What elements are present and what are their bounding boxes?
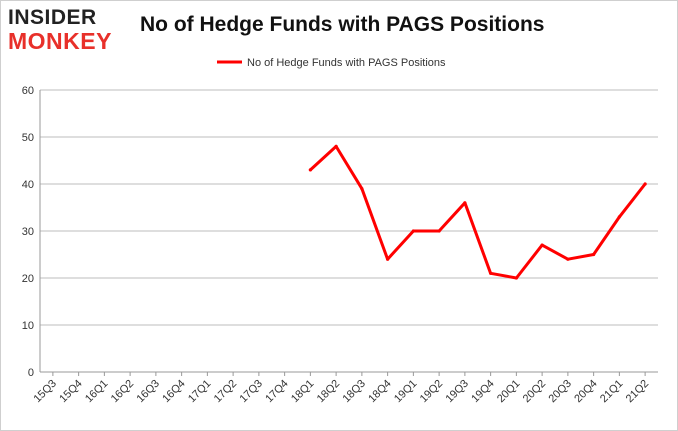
x-tick-label: 18Q2 [315, 378, 343, 406]
x-tick-label: 18Q3 [340, 378, 368, 406]
logo-line-2: MONKEY [8, 28, 112, 54]
x-tick-label: 20Q1 [495, 378, 523, 406]
chart-title: No of Hedge Funds with PAGS Positions [140, 13, 545, 36]
x-tick-label: 18Q4 [366, 378, 394, 406]
x-tick-label: 17Q4 [263, 378, 291, 406]
data-point [489, 271, 493, 275]
x-tick-label: 17Q2 [212, 378, 240, 406]
logo-line-1: INSIDER [8, 6, 97, 29]
gridlines [40, 89, 658, 326]
x-tick-label: 16Q4 [160, 378, 188, 406]
series-line [308, 144, 647, 280]
y-tick-label: 0 [28, 367, 34, 379]
x-tick-label: 17Q1 [186, 378, 214, 406]
data-point [437, 229, 441, 233]
axes [39, 90, 658, 373]
x-tick-label: 21Q2 [624, 378, 652, 406]
data-point [386, 257, 390, 261]
x-tick-label: 19Q2 [418, 378, 446, 406]
x-tick-label: 16Q1 [83, 378, 111, 406]
x-tick-label: 20Q2 [521, 378, 549, 406]
x-tick-label: 21Q1 [598, 378, 626, 406]
data-point [540, 243, 544, 247]
data-point [566, 257, 570, 261]
data-point [514, 276, 518, 280]
data-point [308, 168, 312, 172]
x-tick-label: 16Q3 [134, 378, 162, 406]
y-tick-labels: 0 10 20 30 40 50 60 [22, 85, 34, 379]
x-tick-label: 18Q1 [289, 378, 317, 406]
y-tick-label: 50 [22, 132, 34, 144]
x-tick-label: 19Q4 [469, 378, 497, 406]
x-tick-label: 17Q3 [237, 378, 265, 406]
legend-label: No of Hedge Funds with PAGS Positions [247, 57, 446, 69]
y-tick-label: 10 [22, 320, 34, 332]
data-point [643, 182, 647, 186]
data-point [617, 215, 621, 219]
x-tick-label: 19Q3 [443, 378, 471, 406]
data-point [411, 229, 415, 233]
y-tick-label: 40 [22, 179, 34, 191]
legend: No of Hedge Funds with PAGS Positions [217, 57, 446, 69]
x-tick-label: 15Q4 [57, 378, 85, 406]
x-tick-label: 16Q2 [109, 378, 137, 406]
y-tick-label: 20 [22, 273, 34, 285]
y-tick-label: 60 [22, 85, 34, 97]
x-tick-label: 19Q1 [392, 378, 420, 406]
data-point [334, 144, 338, 148]
x-tick-label: 15Q3 [31, 378, 59, 406]
x-tick-label: 20Q4 [572, 378, 600, 406]
x-tick-labels: 15Q315Q416Q116Q216Q316Q417Q117Q217Q317Q4… [31, 372, 651, 405]
insider-monkey-logo: INSIDER MONKEY [8, 6, 126, 54]
data-point [463, 201, 467, 205]
data-point [592, 252, 596, 257]
data-point [360, 187, 364, 191]
y-tick-label: 30 [22, 226, 34, 238]
x-tick-label: 20Q3 [546, 378, 574, 406]
series-layer [308, 144, 647, 280]
